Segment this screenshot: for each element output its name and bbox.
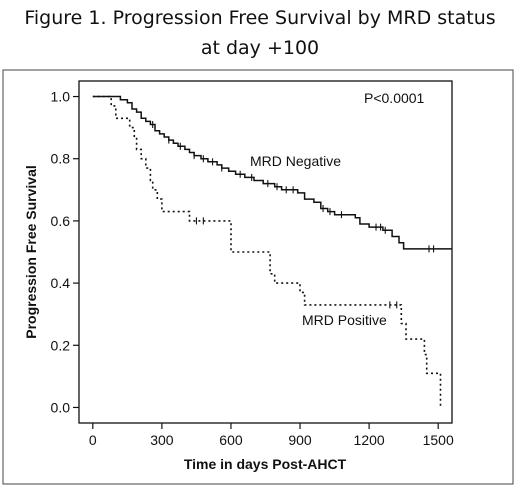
- x-tick-label: 300: [150, 432, 174, 448]
- x-axis-label: Time in days Post-AHCT: [184, 456, 347, 472]
- p-value-annotation: P<0.0001: [364, 90, 425, 106]
- x-axis-ticks: 0 300 600 900 1200 1500: [89, 423, 454, 448]
- series-line-mrd-negative: [92, 95, 452, 250]
- x-tick-label: 900: [288, 432, 312, 448]
- series-line-mrd-positive: [92, 95, 442, 408]
- series-label-mrd-negative: MRD Negative: [250, 153, 341, 169]
- y-tick-label: 0.8: [51, 151, 71, 167]
- survival-curves: [92, 95, 452, 408]
- y-tick-label: 0.2: [51, 337, 71, 353]
- x-tick-label: 1500: [423, 432, 454, 448]
- y-tick-label: 0.0: [51, 399, 71, 415]
- y-tick-label: 1.0: [51, 89, 71, 105]
- series-label-mrd-positive: MRD Positive: [302, 312, 387, 328]
- y-axis-ticks: 0.0 0.2 0.4 0.6 0.8 1.0: [51, 89, 79, 415]
- figure-title-line-1: Figure 1. Progression Free Survival by M…: [24, 7, 496, 29]
- figure-title-line-2: at day +100: [200, 37, 320, 59]
- y-axis-label: Progression Free Survival: [23, 165, 39, 339]
- x-tick-label: 0: [89, 432, 97, 448]
- x-tick-label: 1200: [354, 432, 385, 448]
- x-tick-label: 600: [219, 432, 243, 448]
- y-tick-label: 0.4: [51, 275, 71, 291]
- y-tick-label: 0.6: [51, 213, 71, 229]
- plot-area: [78, 80, 453, 424]
